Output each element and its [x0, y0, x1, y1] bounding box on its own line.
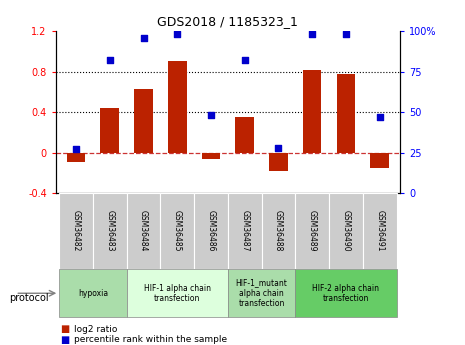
Text: GSM36489: GSM36489	[308, 210, 317, 252]
Bar	[295, 269, 397, 317]
Text: HIF-2 alpha chain
transfection: HIF-2 alpha chain transfection	[312, 284, 379, 303]
Text: hypoxia: hypoxia	[78, 289, 108, 298]
Text: GSM36491: GSM36491	[375, 210, 384, 252]
Text: GSM36487: GSM36487	[240, 210, 249, 252]
Bar	[228, 193, 262, 269]
Bar	[100, 108, 119, 152]
Point	[342, 31, 350, 37]
Bar	[228, 269, 295, 317]
Bar	[194, 193, 228, 269]
Bar	[168, 61, 186, 152]
Point	[140, 35, 147, 40]
Text: ■: ■	[60, 325, 70, 334]
Point	[376, 114, 383, 120]
Text: GSM36484: GSM36484	[139, 210, 148, 252]
Bar	[59, 193, 93, 269]
Text: ■: ■	[60, 335, 70, 345]
Bar	[262, 193, 295, 269]
Bar	[67, 152, 85, 162]
Bar	[134, 89, 153, 152]
Point	[275, 145, 282, 150]
Bar	[202, 152, 220, 159]
Bar	[269, 152, 288, 171]
Point	[308, 31, 316, 37]
Bar	[59, 269, 126, 317]
Point	[241, 58, 248, 63]
Point	[73, 147, 80, 152]
Text: log2 ratio: log2 ratio	[74, 325, 118, 334]
Text: GSM36488: GSM36488	[274, 210, 283, 252]
Text: percentile rank within the sample: percentile rank within the sample	[74, 335, 227, 344]
Bar	[363, 193, 397, 269]
Point	[106, 58, 113, 63]
Text: GSM36485: GSM36485	[173, 210, 182, 252]
Text: HIF-1 alpha chain
transfection: HIF-1 alpha chain transfection	[144, 284, 211, 303]
Text: GSM36482: GSM36482	[72, 210, 80, 252]
Bar	[126, 193, 160, 269]
Bar	[371, 152, 389, 168]
Text: GSM36483: GSM36483	[105, 210, 114, 252]
Title: GDS2018 / 1185323_1: GDS2018 / 1185323_1	[158, 16, 298, 29]
Text: protocol: protocol	[9, 294, 49, 303]
Bar	[160, 193, 194, 269]
Bar	[329, 193, 363, 269]
Bar	[93, 193, 126, 269]
Bar	[235, 117, 254, 152]
Text: HIF-1_mutant
alpha chain
transfection: HIF-1_mutant alpha chain transfection	[236, 278, 287, 308]
Point	[173, 31, 181, 37]
Point	[207, 112, 215, 118]
Text: GSM36486: GSM36486	[206, 210, 215, 252]
Text: GSM36490: GSM36490	[341, 210, 351, 252]
Bar	[337, 73, 355, 152]
Bar	[303, 70, 321, 152]
Bar	[295, 193, 329, 269]
Bar	[126, 269, 228, 317]
